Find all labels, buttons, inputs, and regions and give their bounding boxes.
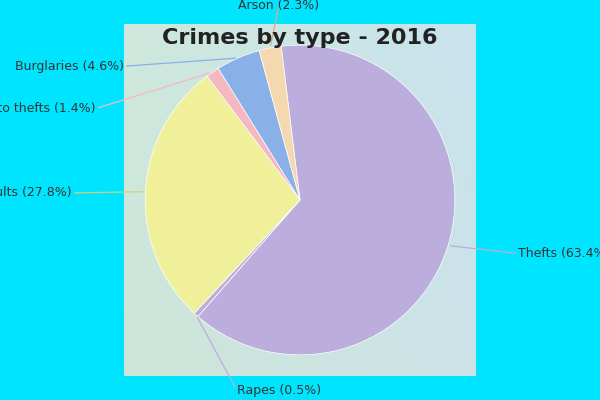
Text: Arson (2.3%): Arson (2.3%) [238,0,319,12]
Text: Auto thefts (1.4%): Auto thefts (1.4%) [0,102,96,115]
Wedge shape [259,46,300,200]
Text: Rapes (0.5%): Rapes (0.5%) [236,384,321,396]
Text: Assaults (27.8%): Assaults (27.8%) [0,186,72,200]
Wedge shape [207,68,300,200]
Wedge shape [194,200,300,316]
Text: Thefts (63.4%): Thefts (63.4%) [518,247,600,260]
Text: Burglaries (4.6%): Burglaries (4.6%) [15,60,124,73]
Wedge shape [145,76,300,313]
Text: Crimes by type - 2016: Crimes by type - 2016 [162,28,438,48]
Wedge shape [218,50,300,200]
Wedge shape [198,45,455,355]
